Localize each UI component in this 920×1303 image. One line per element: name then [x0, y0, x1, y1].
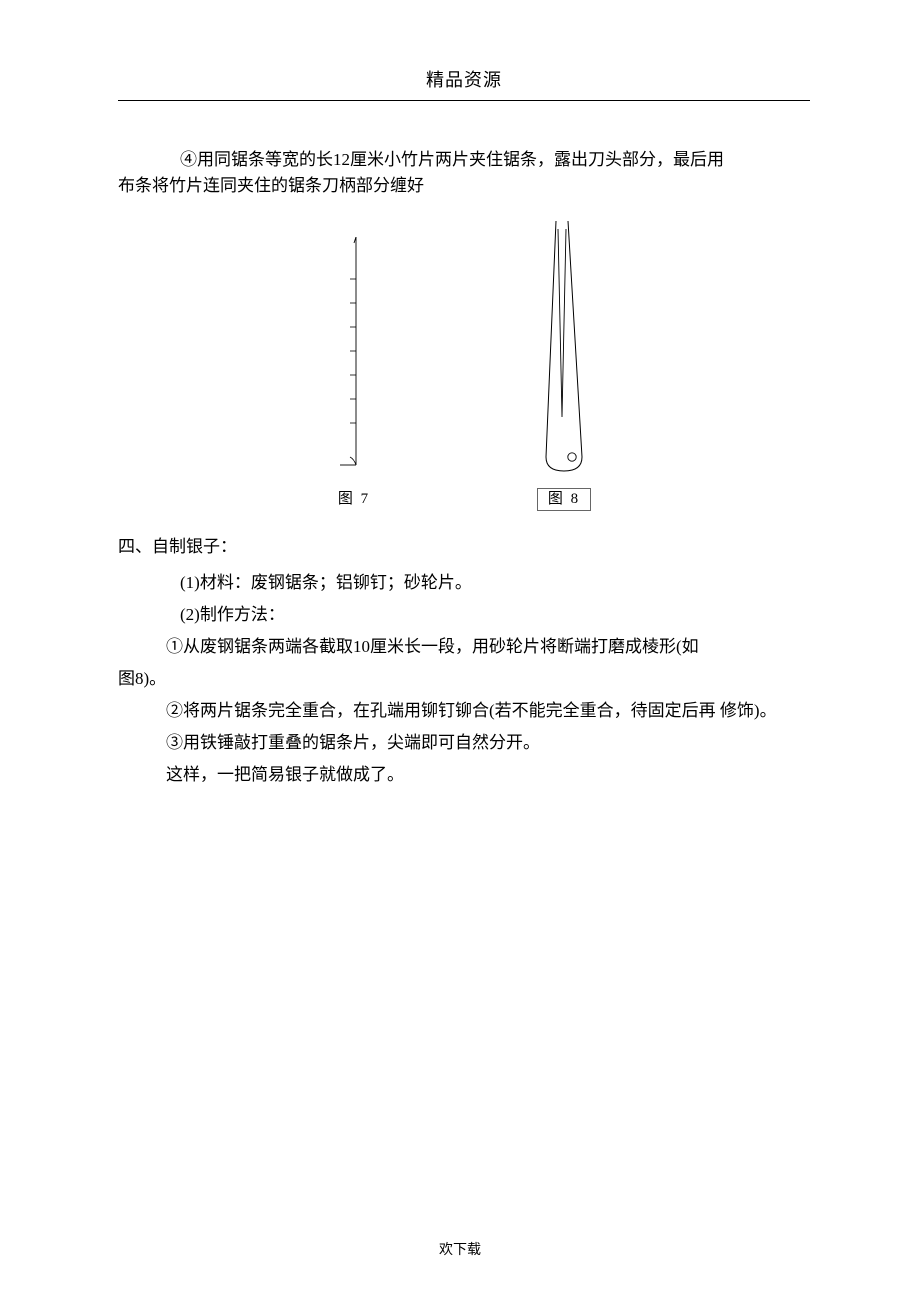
figure-7-caption: 图 7: [338, 487, 370, 508]
header-rule: [118, 100, 810, 101]
step-1: ①从废钢锯条两端各截取10厘米长一段，用砂轮片将断端打磨成棱形(如: [118, 631, 810, 663]
page-footer: 欢下载: [0, 1239, 920, 1259]
closing-line: 这样，一把简易银子就做成了。: [118, 759, 810, 791]
figure-8-caption: 图 8: [537, 487, 591, 508]
page-header-title: 精品资源: [118, 66, 810, 100]
figure-8-caption-text: 图 8: [537, 488, 591, 511]
intro-line-2: 布条将竹片连同夹住的锯条刀柄部分缠好: [118, 173, 810, 199]
intro-line-1: ④用同锯条等宽的长12厘米小竹片两片夹住锯条，露出刀头部分，最后用: [118, 147, 810, 173]
figure-8: 图 8: [534, 217, 594, 508]
section-item-2: (2)制作方法：: [118, 599, 810, 631]
section-4-title: 四、自制银子：: [118, 532, 810, 557]
step-2: ②将两片锯条完全重合，在孔端用铆钉铆合(若不能完全重合，待固定后再 修饰)。: [118, 695, 810, 727]
figure-8-svg: [534, 217, 594, 477]
step-3: ③用铁锤敲打重叠的锯条片，尖端即可自然分开。: [118, 727, 810, 759]
figure-7: 图 7: [334, 237, 374, 508]
document-page: 精品资源 ④用同锯条等宽的长12厘米小竹片两片夹住锯条，露出刀头部分，最后用 布…: [0, 0, 920, 791]
figure-row: 图 7 图 8: [118, 217, 810, 508]
step-1-cont: 图8)。: [118, 663, 810, 695]
section-item-1: (1)材料：废钢锯条；铝铆钉；砂轮片。: [118, 567, 810, 599]
figure-7-svg: [334, 237, 374, 477]
